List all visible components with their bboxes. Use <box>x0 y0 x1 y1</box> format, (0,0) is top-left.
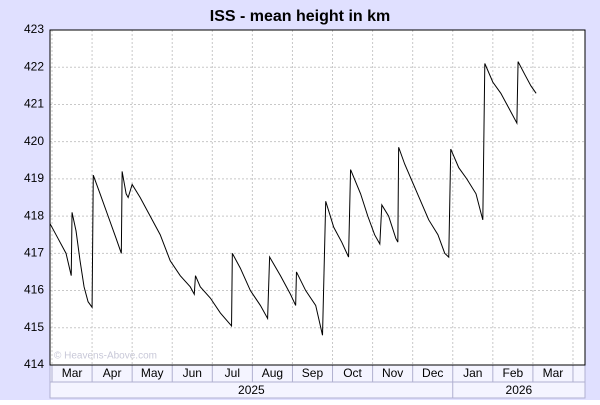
y-tick-label: 419 <box>24 171 44 185</box>
x-tick-label: Sep <box>302 366 324 380</box>
y-tick-label: 416 <box>24 283 44 297</box>
x-tick-label: Aug <box>262 366 283 380</box>
y-tick-label: 422 <box>24 59 44 73</box>
x-tick-label: Jan <box>463 366 482 380</box>
x-tick-label: Oct <box>343 366 362 380</box>
year-label: 2026 <box>506 383 533 397</box>
data-line <box>49 61 537 336</box>
watermark: © Heavens-Above.com <box>54 351 157 362</box>
year-label: 2025 <box>238 383 265 397</box>
y-tick-label: 420 <box>24 134 44 148</box>
x-tick-label: Apr <box>103 366 122 380</box>
plot-frame <box>49 29 586 366</box>
x-tick-label: Dec <box>422 366 443 380</box>
x-tick-label: Feb <box>503 366 524 380</box>
y-tick-label: 417 <box>24 246 44 260</box>
x-tick-label: Mar <box>62 366 83 380</box>
y-tick-label: 418 <box>24 208 44 222</box>
x-tick-label: Mar <box>543 366 564 380</box>
x-tick-label: Jun <box>183 366 202 380</box>
y-tick-label: 423 <box>24 22 44 36</box>
y-tick-label: 414 <box>24 357 44 371</box>
chart-title: ISS - mean height in km <box>210 8 390 25</box>
y-tick-label: 415 <box>24 320 44 334</box>
x-tick-label: Jul <box>225 366 240 380</box>
y-tick-label: 421 <box>24 97 44 111</box>
x-tick-label: May <box>141 366 164 380</box>
x-tick-label: Nov <box>382 366 403 380</box>
